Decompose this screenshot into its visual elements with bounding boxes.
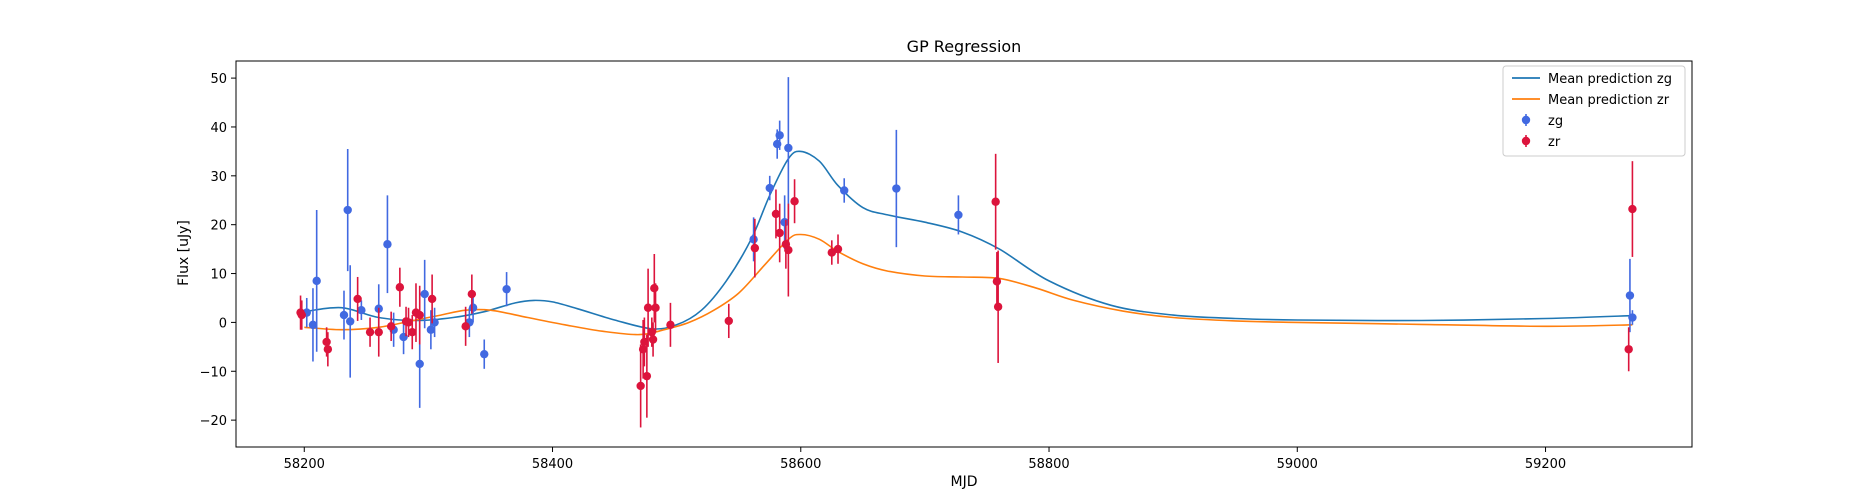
point-zr-29 xyxy=(771,209,781,219)
point-zg-13 xyxy=(426,325,436,334)
legend-label-0: Mean prediction zg xyxy=(1548,72,1672,87)
legend-box xyxy=(1502,65,1686,157)
point-zr-25 xyxy=(651,303,660,312)
point-zr-22 xyxy=(647,327,657,337)
legend-marker-swatch-3 xyxy=(1521,136,1531,146)
prediction-line-zr xyxy=(304,233,1633,336)
point-zr-5 xyxy=(365,327,375,337)
y-tick-label-2: 0 xyxy=(219,316,227,331)
legend-label-2: zg xyxy=(1548,114,1563,129)
point-zr-20 xyxy=(642,371,652,381)
point-zr-40 xyxy=(1628,204,1637,214)
y-tick-label-6: 40 xyxy=(210,121,227,136)
y-axis-label: Flux [uJy] xyxy=(176,220,192,286)
point-zr-34 xyxy=(827,248,837,257)
point-zg-2 xyxy=(312,276,321,286)
point-zg-11 xyxy=(415,359,424,369)
point-zr-38 xyxy=(993,302,1003,311)
x-tick-label-3: 58800 xyxy=(1028,457,1069,472)
point-zg-1 xyxy=(308,320,318,330)
point-zg-28 xyxy=(1625,291,1635,300)
point-zr-28 xyxy=(750,243,760,253)
point-zg-5 xyxy=(345,317,355,326)
x-axis-label: MJD xyxy=(951,474,978,490)
point-zg-4 xyxy=(343,205,352,215)
point-zg-20 xyxy=(765,183,774,193)
point-zr-32 xyxy=(784,245,793,255)
y-tick-label-5: 30 xyxy=(210,170,227,185)
plot-content xyxy=(296,77,1637,428)
point-zg-18 xyxy=(502,284,511,294)
point-zr-30 xyxy=(775,228,784,238)
axes: 58200 58400 58600 58800 59000 59200 −20 −10 0 10 2… xyxy=(200,60,1693,472)
point-zr-14 xyxy=(427,294,437,304)
point-zr-11 xyxy=(408,327,417,337)
point-zr-6 xyxy=(374,327,383,337)
legend-marker-swatch-2 xyxy=(1521,115,1531,125)
point-zg-16 xyxy=(468,303,478,312)
point-zg-6 xyxy=(357,305,366,315)
y-tick-label-7: 50 xyxy=(210,72,227,87)
x-tick-label-1: 58400 xyxy=(532,457,573,472)
x-tick-label-0: 58200 xyxy=(284,457,325,472)
point-zr-27 xyxy=(724,316,733,326)
point-zg-29 xyxy=(1628,313,1637,322)
point-zr-33 xyxy=(790,197,799,206)
point-zr-36 xyxy=(991,197,1000,206)
point-zr-3 xyxy=(323,345,333,354)
point-zr-1 xyxy=(297,310,306,320)
point-zr-39 xyxy=(1624,345,1633,354)
point-zr-23 xyxy=(648,335,658,344)
plot-area xyxy=(296,77,1637,428)
point-zg-27 xyxy=(954,210,963,220)
x-tick-label-4: 59000 xyxy=(1277,457,1318,472)
point-zg-25 xyxy=(840,186,849,195)
legend: Mean prediction zg Mean prediction zr zg zr xyxy=(1502,65,1686,157)
y-tick-label-0: −20 xyxy=(200,414,227,429)
point-zr-13 xyxy=(415,310,424,320)
point-zr-37 xyxy=(992,277,1002,286)
chart-title: GP Regression xyxy=(907,37,1022,56)
point-zg-3 xyxy=(339,310,349,320)
y-tick-label-3: 10 xyxy=(210,268,227,283)
x-tick-label-5: 59200 xyxy=(1525,457,1566,472)
point-zg-24 xyxy=(784,143,793,153)
y-tick-label-1: −10 xyxy=(200,365,227,380)
point-zg-19 xyxy=(749,235,758,244)
point-zr-24 xyxy=(650,284,659,293)
point-zg-8 xyxy=(383,240,392,249)
point-zg-22 xyxy=(775,131,784,140)
point-zr-17 xyxy=(636,381,645,391)
point-zr-7 xyxy=(386,322,396,331)
x-tick-label-2: 58600 xyxy=(780,457,821,472)
point-zr-4 xyxy=(353,294,362,304)
point-zr-21 xyxy=(643,303,653,312)
legend-label-3: zr xyxy=(1548,135,1561,150)
point-zr-35 xyxy=(833,244,843,254)
series-zg xyxy=(302,77,1637,408)
point-zr-26 xyxy=(666,320,675,330)
point-zr-2 xyxy=(322,337,331,347)
point-zr-16 xyxy=(467,289,477,299)
legend-label-1: Mean prediction zr xyxy=(1548,93,1670,108)
point-zg-23 xyxy=(780,218,789,227)
series-zr xyxy=(296,153,1637,428)
point-zr-18 xyxy=(638,345,648,354)
axes-frame xyxy=(235,60,1693,448)
point-zr-8 xyxy=(395,283,405,292)
point-zg-12 xyxy=(420,289,429,299)
point-zr-15 xyxy=(461,322,470,331)
point-zr-10 xyxy=(404,318,413,327)
point-zg-17 xyxy=(480,349,489,359)
point-zg-26 xyxy=(892,184,901,193)
y-tick-label-4: 20 xyxy=(210,219,227,234)
